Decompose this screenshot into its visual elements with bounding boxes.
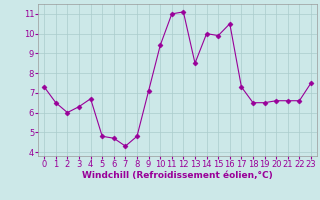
X-axis label: Windchill (Refroidissement éolien,°C): Windchill (Refroidissement éolien,°C) xyxy=(82,171,273,180)
